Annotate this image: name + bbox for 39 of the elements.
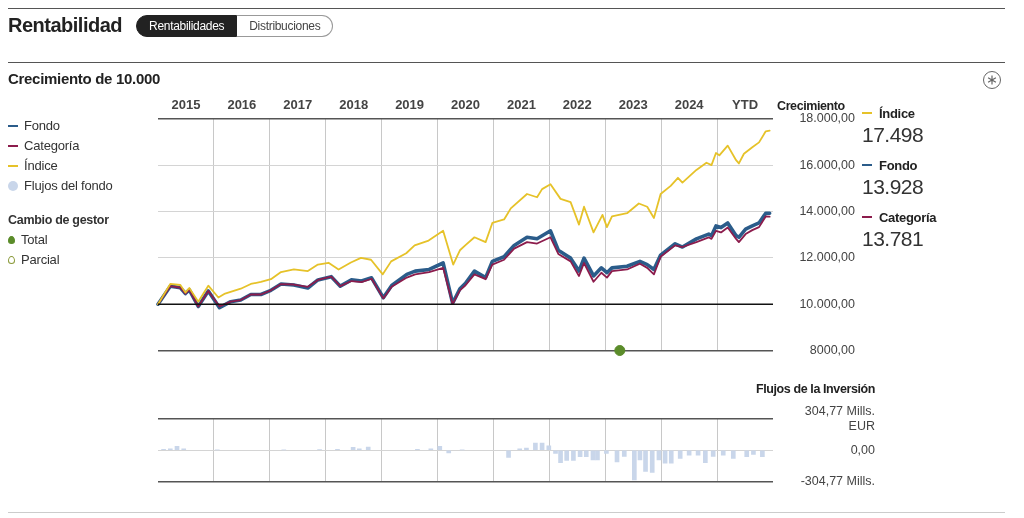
legend-label: Flujos del fondo: [24, 177, 113, 195]
x-tick-label: 2016: [227, 96, 257, 112]
y-tick-label: 10.000,00: [799, 296, 856, 311]
x-tick-label: 2015: [171, 96, 201, 112]
chart-title: Crecimiento de 10.000: [8, 70, 161, 87]
text: Fondo: [24, 118, 60, 133]
legend-title: Cambio de gestor: [8, 212, 110, 229]
y-tick-label: 16.000,00: [799, 157, 856, 172]
x-tick-label: 2023: [618, 96, 648, 112]
text: Categoría: [879, 209, 937, 225]
y-tick-label: 8000,00: [809, 342, 856, 357]
x-tick-label: 2020: [451, 96, 480, 112]
text: Índice: [879, 105, 915, 121]
text: Rentabilidad: [8, 14, 123, 37]
x-tick-label: 2024: [674, 96, 705, 112]
y-axis-title: Crecimiento: [777, 99, 845, 113]
y-tick-label: 12.000,00: [799, 250, 856, 265]
y-tick-label: 304,77 Mills. EUR: [804, 403, 875, 433]
text: 13.781: [862, 226, 925, 252]
x-tick-label: 2019: [395, 96, 425, 112]
x-tick-label: 2022: [562, 96, 592, 112]
y-tick-label: 18.000,00: [799, 111, 856, 126]
legend-label: Fondo: [879, 157, 918, 173]
y-tick-label: -304,77 Mills.: [800, 473, 875, 488]
x-tick-label: YTD: [732, 96, 759, 112]
legend-label: Categoría: [24, 137, 80, 155]
text: 17.498: [862, 122, 925, 148]
legend-label: Parcial: [21, 251, 60, 269]
y-tick-label: 0,00: [850, 442, 876, 457]
text: 13.928: [862, 174, 925, 200]
legend-label: Total: [21, 231, 48, 249]
x-tick-label: 2021: [506, 96, 536, 112]
x-tick-label: 2017: [283, 96, 313, 112]
text: Distribuciones: [237, 14, 334, 37]
y-axis-title: Flujos de la Inversión: [755, 382, 875, 396]
legend-label: Índice: [24, 157, 58, 175]
text: Rentabilidades: [136, 14, 238, 37]
x-tick-label: 2018: [339, 96, 369, 112]
y-tick-label: 14.000,00: [799, 204, 856, 219]
